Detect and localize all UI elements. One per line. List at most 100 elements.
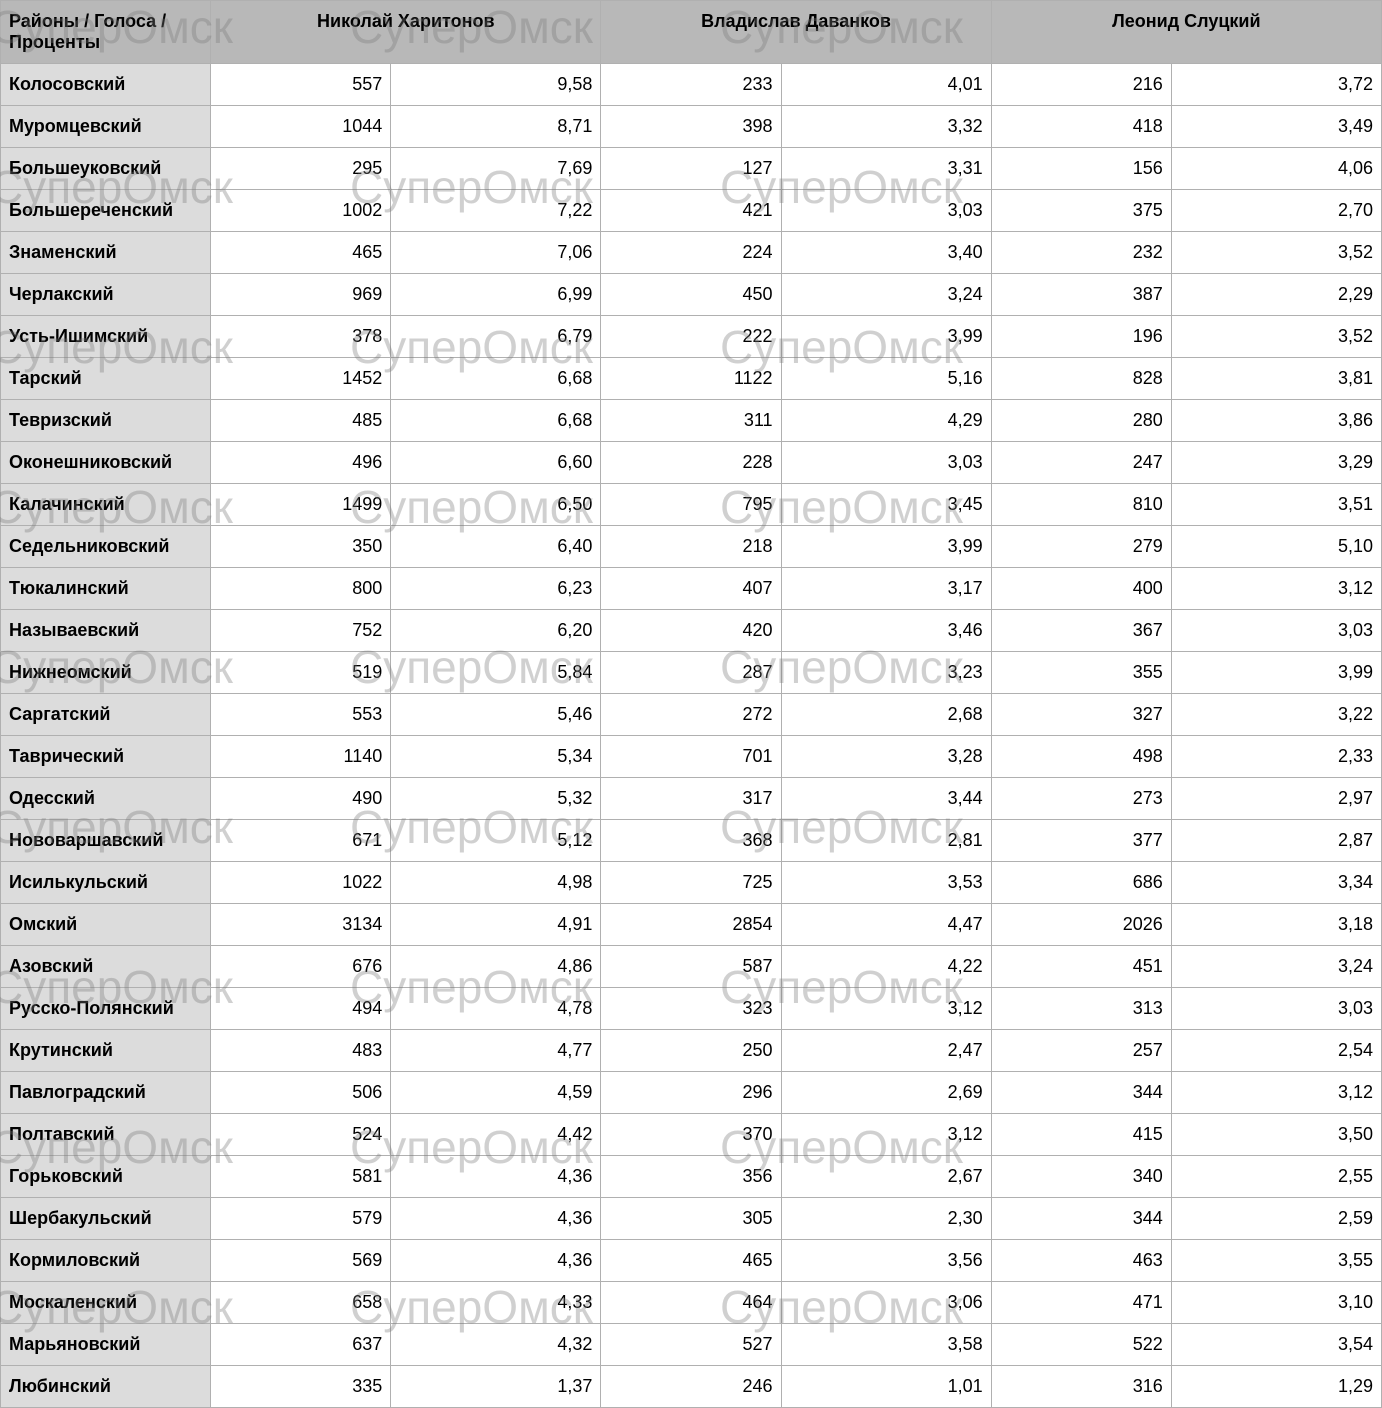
district-cell: Любинский [1,1366,211,1408]
percent-cell: 3,22 [1171,694,1381,736]
votes-cell: 485 [211,400,391,442]
percent-cell: 2,87 [1171,820,1381,862]
district-cell: Знаменский [1,232,211,274]
percent-cell: 6,40 [391,526,601,568]
votes-cell: 496 [211,442,391,484]
district-cell: Тюкалинский [1,568,211,610]
votes-cell: 1452 [211,358,391,400]
percent-cell: 2,33 [1171,736,1381,778]
district-cell: Седельниковский [1,526,211,568]
votes-cell: 579 [211,1198,391,1240]
percent-cell: 3,49 [1171,106,1381,148]
percent-cell: 4,42 [391,1114,601,1156]
table-row: Калачинский14996,507953,458103,51 [1,484,1382,526]
percent-cell: 4,06 [1171,148,1381,190]
table-row: Саргатский5535,462722,683273,22 [1,694,1382,736]
votes-cell: 296 [601,1072,781,1114]
results-table: Районы / Голоса / Проценты Николай Харит… [0,0,1382,1408]
percent-cell: 6,99 [391,274,601,316]
table-row: Шербакульский5794,363052,303442,59 [1,1198,1382,1240]
percent-cell: 7,69 [391,148,601,190]
votes-cell: 305 [601,1198,781,1240]
votes-cell: 581 [211,1156,391,1198]
percent-cell: 2,59 [1171,1198,1381,1240]
votes-cell: 400 [991,568,1171,610]
votes-cell: 196 [991,316,1171,358]
percent-cell: 2,55 [1171,1156,1381,1198]
votes-cell: 465 [601,1240,781,1282]
percent-cell: 3,99 [1171,652,1381,694]
votes-cell: 344 [991,1198,1171,1240]
percent-cell: 4,77 [391,1030,601,1072]
header-candidate-2: Владислав Даванков [601,1,991,64]
votes-cell: 387 [991,274,1171,316]
percent-cell: 4,98 [391,862,601,904]
votes-cell: 490 [211,778,391,820]
votes-cell: 701 [601,736,781,778]
votes-cell: 527 [601,1324,781,1366]
district-cell: Муромцевский [1,106,211,148]
table-row: Любинский3351,372461,013161,29 [1,1366,1382,1408]
table-row: Тюкалинский8006,234073,174003,12 [1,568,1382,610]
percent-cell: 4,22 [781,946,991,988]
votes-cell: 218 [601,526,781,568]
percent-cell: 2,81 [781,820,991,862]
percent-cell: 3,81 [1171,358,1381,400]
percent-cell: 6,50 [391,484,601,526]
percent-cell: 3,12 [1171,1072,1381,1114]
percent-cell: 5,12 [391,820,601,862]
votes-cell: 273 [991,778,1171,820]
votes-cell: 272 [601,694,781,736]
votes-cell: 228 [601,442,781,484]
percent-cell: 3,56 [781,1240,991,1282]
votes-cell: 671 [211,820,391,862]
percent-cell: 8,71 [391,106,601,148]
votes-cell: 1022 [211,862,391,904]
percent-cell: 4,32 [391,1324,601,1366]
district-cell: Крутинский [1,1030,211,1072]
votes-cell: 463 [991,1240,1171,1282]
table-row: Марьяновский6374,325273,585223,54 [1,1324,1382,1366]
district-cell: Оконешниковский [1,442,211,484]
votes-cell: 420 [601,610,781,652]
votes-cell: 317 [601,778,781,820]
district-cell: Полтавский [1,1114,211,1156]
votes-cell: 498 [991,736,1171,778]
percent-cell: 2,47 [781,1030,991,1072]
votes-cell: 250 [601,1030,781,1072]
votes-cell: 557 [211,64,391,106]
votes-cell: 224 [601,232,781,274]
votes-cell: 280 [991,400,1171,442]
votes-cell: 398 [601,106,781,148]
percent-cell: 3,51 [1171,484,1381,526]
votes-cell: 247 [991,442,1171,484]
percent-cell: 3,24 [1171,946,1381,988]
percent-cell: 6,68 [391,400,601,442]
votes-cell: 969 [211,274,391,316]
percent-cell: 4,36 [391,1240,601,1282]
table-header-row: Районы / Голоса / Проценты Николай Харит… [1,1,1382,64]
table-row: Усть-Ишимский3786,792223,991963,52 [1,316,1382,358]
percent-cell: 5,84 [391,652,601,694]
percent-cell: 2,69 [781,1072,991,1114]
district-cell: Нижнеомский [1,652,211,694]
table-row: Тевризский4856,683114,292803,86 [1,400,1382,442]
percent-cell: 5,46 [391,694,601,736]
table-row: Таврический11405,347013,284982,33 [1,736,1382,778]
percent-cell: 2,70 [1171,190,1381,232]
percent-cell: 2,30 [781,1198,991,1240]
percent-cell: 3,31 [781,148,991,190]
votes-cell: 287 [601,652,781,694]
percent-cell: 4,36 [391,1156,601,1198]
header-candidate-3: Леонид Слуцкий [991,1,1381,64]
votes-cell: 279 [991,526,1171,568]
percent-cell: 3,03 [1171,610,1381,652]
percent-cell: 3,52 [1171,232,1381,274]
votes-cell: 370 [601,1114,781,1156]
table-row: Колосовский5579,582334,012163,72 [1,64,1382,106]
table-row: Черлакский9696,994503,243872,29 [1,274,1382,316]
percent-cell: 3,10 [1171,1282,1381,1324]
district-cell: Большеуковский [1,148,211,190]
votes-cell: 216 [991,64,1171,106]
percent-cell: 4,01 [781,64,991,106]
